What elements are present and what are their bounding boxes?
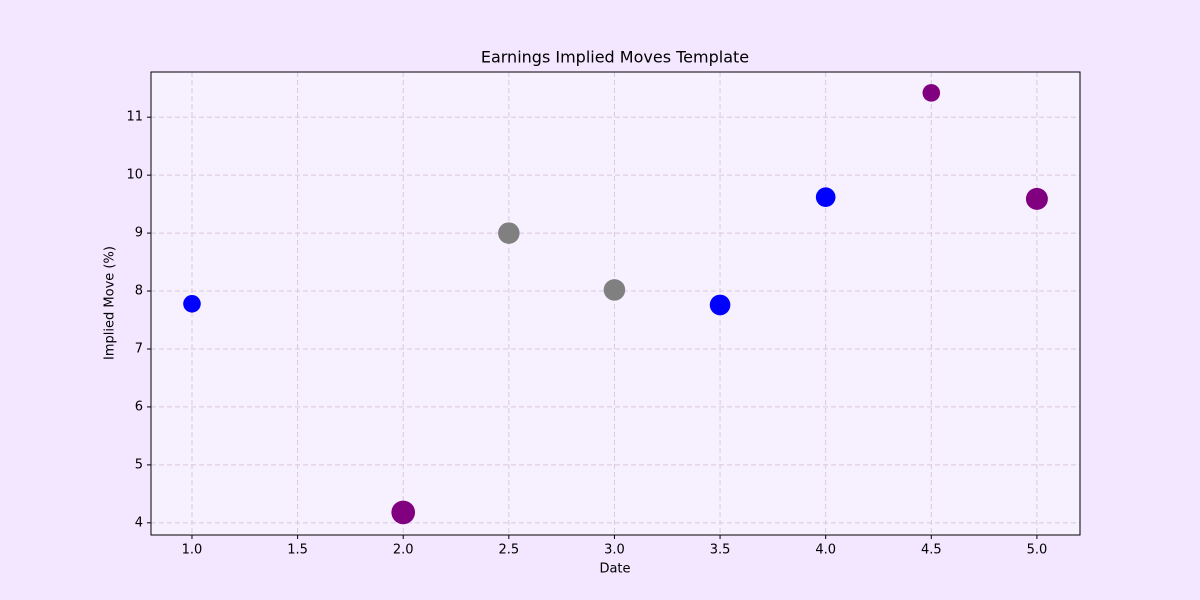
point — [183, 295, 201, 313]
x-tick-label: 1.5 — [287, 543, 308, 558]
point — [709, 294, 731, 316]
point — [922, 84, 941, 102]
x-tick-label: 5.0 — [1027, 543, 1048, 558]
y-tick-label: 10 — [126, 168, 143, 183]
y-tick-label: 9 — [135, 226, 143, 241]
y-tick-label: 11 — [126, 110, 143, 125]
chart-title: Earnings Implied Moves Template — [481, 48, 749, 67]
y-tick-label: 5 — [135, 457, 143, 472]
y-tick-label: 8 — [135, 284, 143, 299]
x-tick-label: 3.5 — [710, 543, 731, 558]
x-tick-label: 1.0 — [182, 543, 203, 558]
y-axis-label: Implied Move (%) — [103, 246, 118, 360]
point — [498, 222, 520, 244]
point — [815, 187, 836, 207]
point — [1025, 187, 1048, 210]
plot-frame — [150, 71, 1081, 536]
point — [603, 279, 626, 301]
x-tick-label: 3.0 — [604, 543, 625, 558]
x-tick-label: 4.0 — [815, 543, 836, 558]
y-tick-label: 6 — [135, 399, 143, 414]
y-tick-label: 4 — [135, 515, 143, 530]
x-tick-label: 2.0 — [393, 543, 414, 558]
x-tick-label: 2.5 — [498, 543, 519, 558]
x-axis-label: Date — [599, 562, 630, 577]
plot-area — [151, 72, 1080, 535]
point — [391, 500, 416, 525]
x-tick-label: 4.5 — [921, 543, 942, 558]
y-tick-label: 7 — [135, 341, 143, 356]
